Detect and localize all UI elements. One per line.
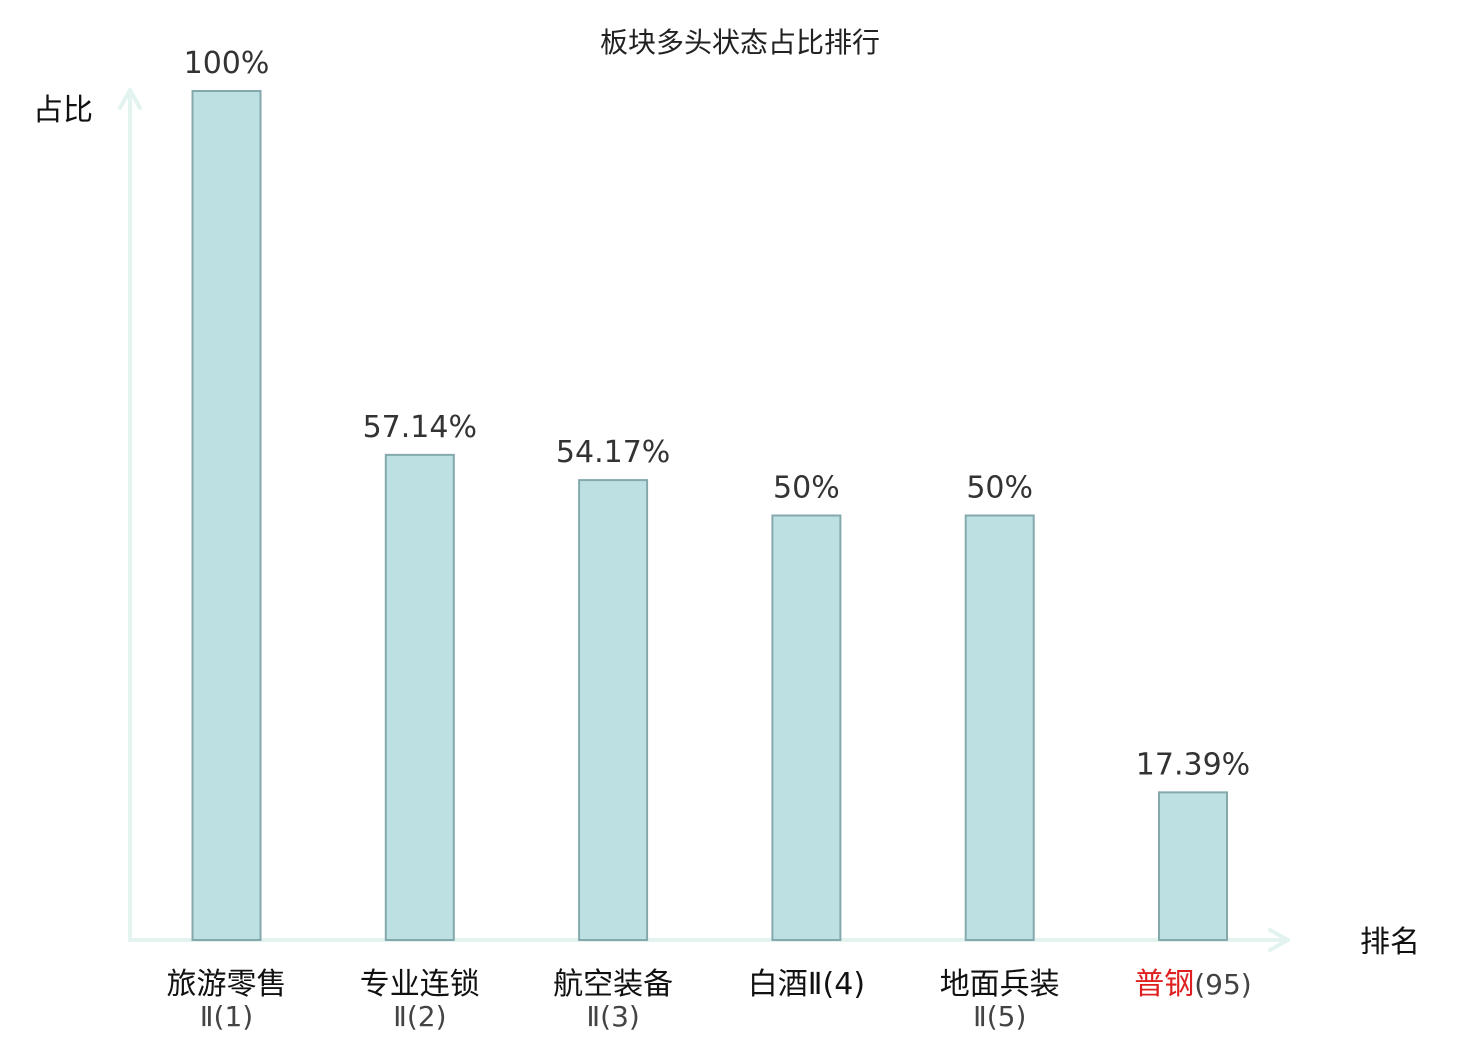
bar [1158, 791, 1228, 941]
bar [191, 90, 262, 941]
x-axis-arrow [1268, 928, 1290, 952]
value-label: 50% [966, 471, 1033, 506]
category-label: 地面兵装 [940, 967, 1060, 1002]
category-sublabel: Ⅱ(3) [586, 1000, 639, 1033]
value-label: 17.39% [1136, 747, 1250, 782]
x-axis-title: 排名 [1360, 925, 1420, 960]
category-sublabel: Ⅱ(1) [200, 1000, 253, 1033]
value-labels-group: 100% 57.14% 54.17% 50% 50% 17.39% [184, 46, 1251, 782]
bars-group [191, 90, 1228, 941]
category-label: 专业连锁 [360, 967, 480, 1002]
bar [578, 479, 649, 941]
value-label: 57.14% [363, 410, 477, 445]
category-label: 航空装备 [553, 967, 673, 1002]
y-axis-arrow [118, 88, 142, 110]
chart-title: 板块多头状态占比排行 [600, 26, 880, 59]
bar [384, 453, 455, 941]
value-label: 54.17% [556, 435, 670, 470]
axes [118, 88, 1290, 952]
value-label: 100% [184, 46, 270, 81]
category-label: 白酒Ⅱ(4) [748, 967, 865, 1002]
value-label: 50% [773, 471, 840, 506]
category-sublabel: Ⅱ(2) [393, 1000, 446, 1033]
bar [964, 514, 1035, 941]
category-label: 旅游零售 [167, 967, 287, 1002]
bar [771, 514, 842, 941]
category-label: 普钢(95) [1134, 967, 1251, 1002]
y-axis-title: 占比 [33, 93, 93, 128]
category-sublabel: Ⅱ(5) [973, 1000, 1026, 1033]
